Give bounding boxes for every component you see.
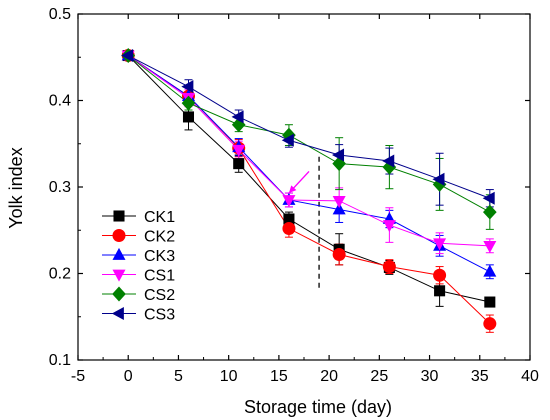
cs3-point — [121, 49, 134, 63]
cs2-point — [181, 95, 196, 111]
cs2-point — [482, 204, 497, 220]
x-tick-label: 5 — [174, 368, 183, 385]
cs1-point — [332, 195, 346, 208]
ck1-line — [127, 55, 490, 303]
x-tick-label: 10 — [220, 368, 238, 385]
ck3-point — [483, 264, 497, 277]
cs3-point — [181, 80, 194, 94]
cs1-point — [382, 220, 396, 233]
legend-marker-cs1 — [112, 269, 126, 282]
ck2-point — [382, 260, 396, 274]
legend-label-cs1: CS1 — [144, 268, 175, 285]
cs3-point — [332, 148, 345, 162]
ck3-line — [127, 55, 491, 273]
legend-label-ck3: CK3 — [144, 248, 175, 265]
legend-marker-cs3 — [111, 307, 124, 320]
y-axis-title: Yolk index — [6, 147, 26, 228]
ck1-point — [283, 213, 295, 225]
x-tick-label: 0 — [124, 368, 133, 385]
ck1-point — [182, 111, 195, 123]
legend-label-cs2: CS2 — [144, 287, 175, 304]
cs1-point — [282, 195, 296, 208]
ck2-point — [332, 247, 346, 261]
ck1-point — [484, 296, 496, 308]
x-tick-label: 35 — [471, 368, 489, 385]
x-axis-title: Storage time (day) — [244, 397, 392, 417]
series-markers — [121, 48, 497, 331]
ck3-point — [332, 202, 346, 215]
ck2-point — [433, 268, 447, 282]
x-tick-label: 20 — [320, 368, 338, 385]
cs3-point — [231, 110, 244, 124]
legend-marker-ck3 — [112, 247, 126, 260]
cs3-point — [281, 133, 294, 147]
cs3-point — [432, 172, 445, 186]
cs3-point — [382, 154, 395, 168]
x-tick-label: -5 — [71, 368, 85, 385]
legend: CK1 CK2 CK3 CS1 CS2 CS3 — [102, 209, 175, 324]
x-tick-label: 25 — [370, 368, 388, 385]
ck1-point — [233, 158, 245, 170]
y-tick-label: 0.1 — [49, 352, 71, 369]
x-tick-label: 15 — [270, 368, 288, 385]
ck2-point — [483, 317, 497, 331]
cs1-point — [433, 238, 447, 251]
legend-label-ck2: CK2 — [144, 229, 175, 246]
legend-label-cs3: CS3 — [144, 307, 175, 324]
legend-marker-cs2 — [112, 286, 126, 302]
ck2-point — [282, 222, 296, 236]
legend-label-ck1: CK1 — [144, 209, 175, 226]
y-tick-label: 0.2 — [49, 266, 71, 283]
axes: -5 0 5 10 15 20 25 30 35 40 0.1 0.2 0.3 0.4 0.5 — [49, 6, 539, 385]
legend-marker-ck1 — [113, 210, 125, 222]
x-tick-label: 30 — [421, 368, 439, 385]
x-tick-label: 40 — [521, 368, 539, 385]
cs2-line — [127, 55, 491, 213]
series-lines — [127, 55, 491, 325]
annotation-arrow-head — [288, 185, 297, 194]
ck1-point — [434, 285, 446, 297]
legend-marker-ck2 — [112, 229, 126, 242]
cs3-point — [482, 191, 495, 205]
y-tick-label: 0.4 — [49, 93, 71, 110]
cs3-line — [127, 55, 490, 199]
y-tick-label: 0.5 — [49, 6, 71, 23]
y-tick-label: 0.3 — [49, 179, 71, 196]
cs1-point — [483, 240, 497, 253]
cs1-point — [232, 144, 246, 157]
